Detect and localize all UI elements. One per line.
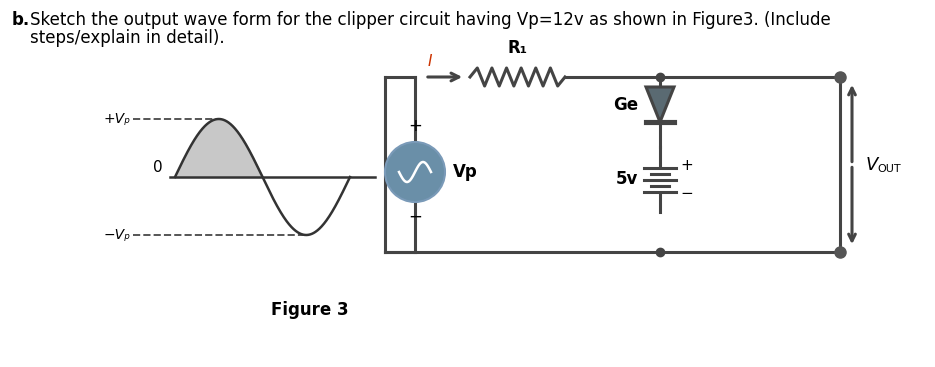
Text: +: + [408,117,422,135]
Text: steps/explain in detail).: steps/explain in detail). [30,29,224,47]
Text: V: V [866,156,878,174]
Text: I: I [427,54,432,69]
Text: OUT: OUT [877,164,900,174]
Text: −: − [408,208,422,226]
Text: −: − [680,186,693,201]
Text: +: + [680,158,693,173]
Text: R₁: R₁ [508,39,527,57]
Text: −Vₚ: −Vₚ [104,228,131,242]
Text: 0: 0 [153,160,163,175]
Polygon shape [646,87,674,122]
Text: Figure 3: Figure 3 [271,301,349,319]
Text: Sketch the output wave form for the clipper circuit having Vp=12v as shown in Fi: Sketch the output wave form for the clip… [30,11,831,29]
Text: Ge: Ge [612,95,638,113]
Text: b.: b. [12,11,30,29]
Text: Vp: Vp [453,163,478,181]
Circle shape [385,142,445,202]
Text: +Vₚ: +Vₚ [104,112,131,126]
Text: 5v: 5v [615,171,638,189]
